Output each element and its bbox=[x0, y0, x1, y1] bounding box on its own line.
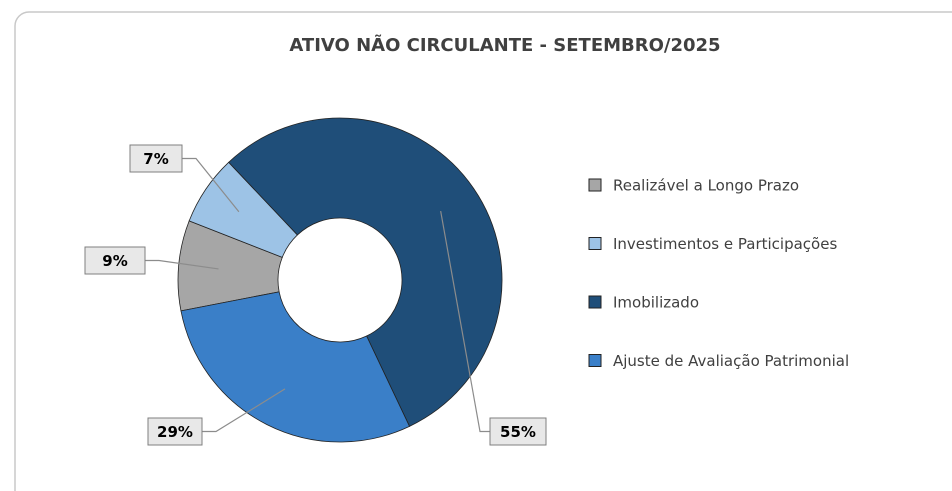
data-label-box bbox=[489, 417, 547, 446]
donut-slice bbox=[228, 117, 503, 427]
data-label-box bbox=[84, 246, 146, 275]
data-label: 29% bbox=[157, 423, 193, 441]
data-label-box bbox=[147, 417, 203, 446]
legend-swatch bbox=[588, 354, 602, 367]
data-label: 9% bbox=[102, 252, 127, 270]
leader-line bbox=[202, 388, 286, 433]
leader-line bbox=[440, 210, 490, 433]
legend-swatch bbox=[588, 295, 602, 309]
data-label-box bbox=[129, 144, 183, 173]
legend-label: Realizável a Longo Prazo bbox=[613, 177, 799, 195]
legend-label: Investimentos e Participações bbox=[613, 235, 837, 253]
chart-title: ATIVO NÃO CIRCULANTE - SETEMBRO/2025 bbox=[289, 33, 720, 56]
legend-swatch bbox=[588, 237, 602, 250]
data-label: 55% bbox=[500, 423, 536, 441]
donut-slice bbox=[180, 291, 411, 443]
legend-label: Ajuste de Avaliação Patrimonial bbox=[613, 352, 849, 370]
legend-swatch bbox=[588, 178, 602, 192]
data-label: 7% bbox=[143, 150, 168, 168]
legend-label: Imobilizado bbox=[613, 294, 699, 312]
leader-line bbox=[182, 157, 240, 213]
leader-line bbox=[145, 259, 219, 270]
